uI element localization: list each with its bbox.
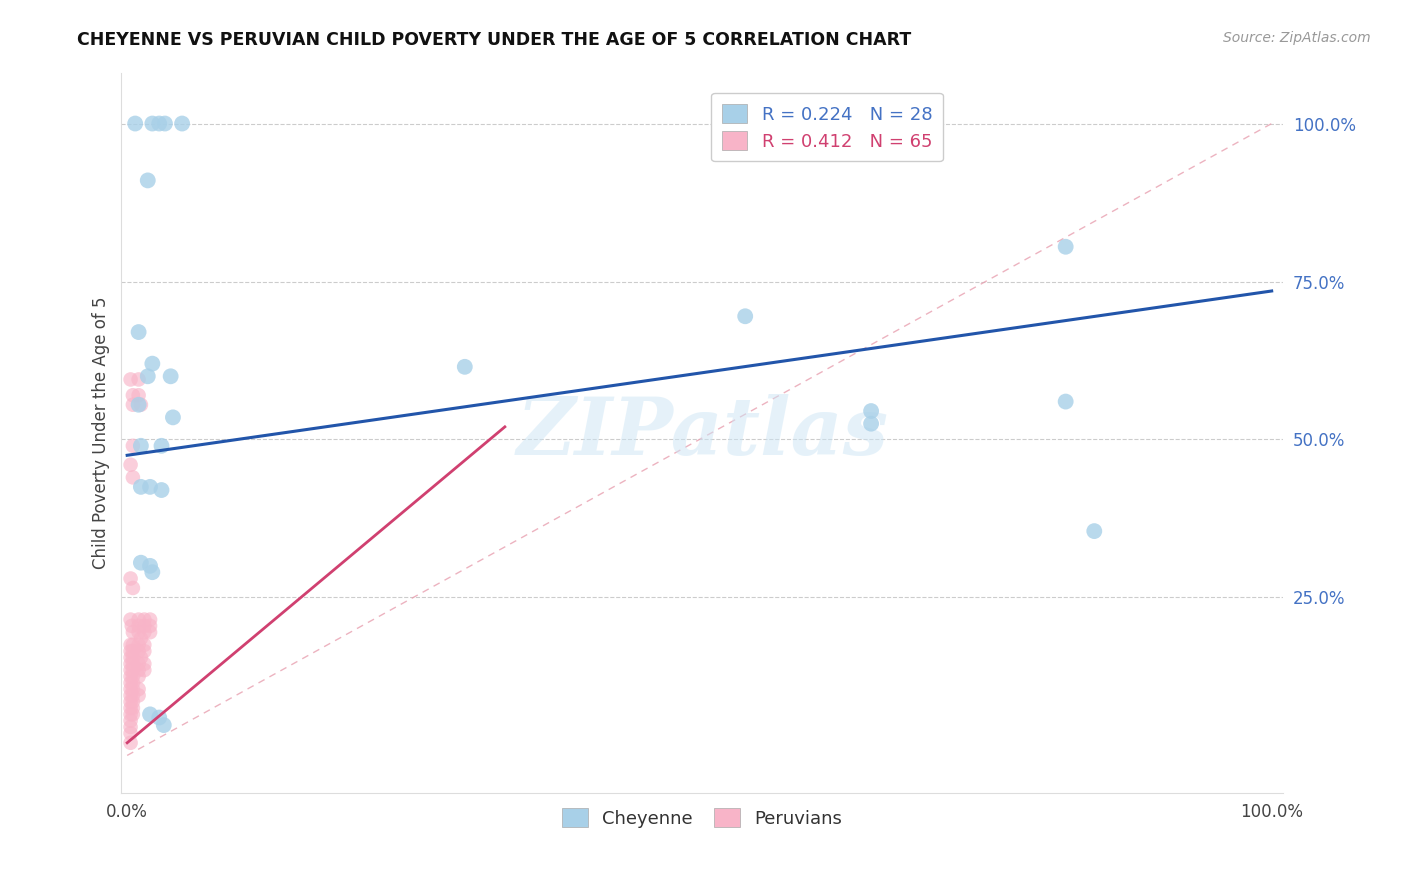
Point [129,480,152,494]
Point [128,657,150,671]
Point [120,372,142,386]
Point [139,480,162,494]
Point [120,613,142,627]
Point [120,736,142,750]
Point [128,644,150,658]
Text: Source: ZipAtlas.com: Source: ZipAtlas.com [1223,31,1371,45]
Point [129,439,152,453]
Point [122,701,145,715]
Point [141,357,163,371]
Point [734,310,756,324]
Point [134,619,156,633]
Point [134,657,156,671]
Point [148,710,170,724]
Point [121,619,143,633]
Point [122,470,145,484]
Point [136,173,159,187]
Point [122,439,145,453]
Point [153,116,176,130]
Point [122,581,145,595]
Point [120,726,142,740]
Point [122,695,145,709]
Point [128,388,150,402]
Point [148,116,170,130]
Point [128,372,150,386]
Point [120,695,142,709]
Point [120,657,142,671]
Point [129,556,152,570]
Point [120,644,142,658]
Point [129,398,152,412]
Y-axis label: Child Poverty Under the Age of 5: Child Poverty Under the Age of 5 [93,297,110,569]
Point [128,398,150,412]
Point [120,572,142,586]
Point [129,650,152,665]
Point [122,644,145,658]
Point [120,650,142,665]
Point [136,369,159,384]
Point [134,638,156,652]
Point [128,325,150,339]
Point [159,369,181,384]
Point [120,689,142,703]
Point [454,359,477,374]
Point [122,398,145,412]
Point [134,644,156,658]
Point [141,116,163,130]
Point [122,675,145,690]
Point [122,663,145,677]
Point [122,682,145,697]
Point [162,410,184,425]
Point [139,625,162,640]
Point [1054,394,1077,409]
Point [128,669,150,683]
Point [860,417,883,431]
Point [120,675,142,690]
Point [120,720,142,734]
Text: CHEYENNE VS PERUVIAN CHILD POVERTY UNDER THE AGE OF 5 CORRELATION CHART: CHEYENNE VS PERUVIAN CHILD POVERTY UNDER… [77,31,911,49]
Point [124,116,146,130]
Point [122,625,145,640]
Point [120,669,142,683]
Point [122,650,145,665]
Point [1083,524,1105,538]
Point [120,714,142,728]
Legend: Cheyenne, Peruvians: Cheyenne, Peruvians [555,800,849,835]
Point [860,404,883,418]
Point [152,718,174,732]
Point [139,619,162,633]
Point [139,707,162,722]
Point [122,707,145,722]
Point [128,613,150,627]
Point [120,663,142,677]
Point [120,638,142,652]
Point [122,669,145,683]
Point [120,682,142,697]
Point [129,632,152,646]
Point [150,483,173,497]
Point [150,439,173,453]
Point [122,638,145,652]
Point [1054,240,1077,254]
Point [122,689,145,703]
Point [122,388,145,402]
Text: ZIPatlas: ZIPatlas [516,394,889,472]
Point [141,565,163,579]
Point [122,657,145,671]
Point [128,689,150,703]
Point [128,638,150,652]
Point [120,701,142,715]
Point [120,458,142,472]
Point [172,116,194,130]
Point [134,663,156,677]
Point [128,682,150,697]
Point [128,625,150,640]
Point [128,619,150,633]
Point [139,613,162,627]
Point [120,707,142,722]
Point [134,625,156,640]
Point [139,558,162,573]
Point [128,663,150,677]
Point [134,613,156,627]
